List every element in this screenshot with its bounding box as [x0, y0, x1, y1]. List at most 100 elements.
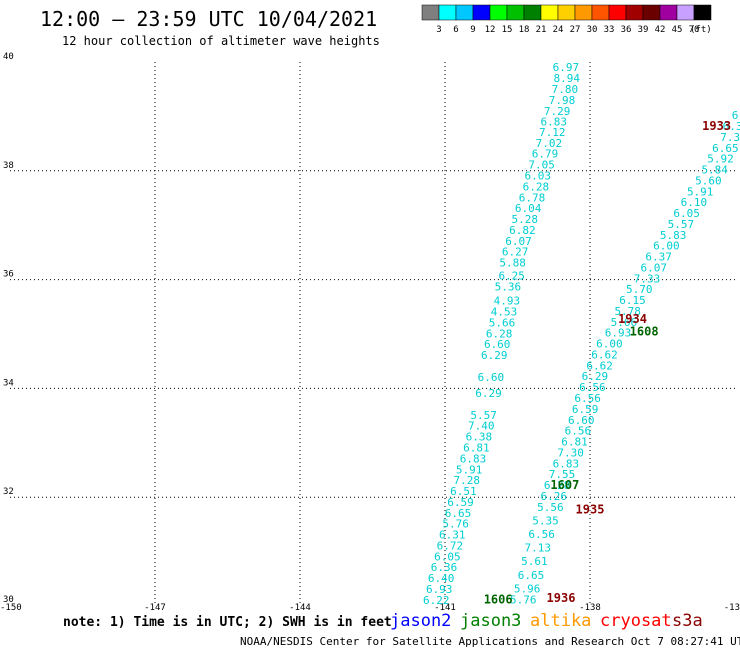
wave-height-value: 5.92	[707, 153, 734, 166]
wave-height-value: 6.25	[498, 270, 525, 283]
wave-height-value: 5.56	[537, 501, 564, 514]
colorbar-tick-label: 15	[502, 25, 513, 35]
wave-height-value: 6.00	[653, 240, 680, 253]
wave-height-value: 6.29	[475, 387, 502, 400]
wave-height-value: 6.62	[591, 348, 618, 361]
wave-height-value: 6.10	[681, 196, 708, 209]
x-tick-label: -13	[724, 603, 740, 613]
colorbar-tick-label: 36	[621, 25, 632, 35]
wave-height-value: 6.93	[605, 327, 632, 340]
wave-height-value: 6.56	[574, 392, 601, 405]
x-tick-label: -138	[579, 603, 601, 613]
wave-height-value: 7.02	[536, 137, 563, 150]
wave-height-value: 7.28	[454, 474, 481, 487]
pass-time-label: 1935	[576, 503, 605, 517]
wave-height-value: 6.03	[525, 170, 552, 183]
wave-height-value: 6.07	[505, 235, 532, 248]
colorbar-swatch	[523, 4, 542, 21]
wave-height-value: 6.15	[619, 294, 646, 307]
wave-height-value: 6.00	[596, 338, 623, 351]
wave-height-value: 6.72	[437, 539, 464, 552]
colorbar-swatch	[676, 4, 695, 21]
satellite-s3a: s3a	[672, 611, 703, 631]
wave-height-value: 6.65	[518, 569, 545, 582]
colorbar-swatch	[625, 4, 644, 21]
colorbar-swatch	[608, 4, 627, 21]
wave-height-value: 5.83	[660, 229, 687, 242]
wave-height-value: 7.29	[544, 105, 571, 118]
wave-height-value: 6.31	[439, 529, 466, 542]
colorbar-tick-label: 39	[638, 25, 649, 35]
colorbar-swatch	[591, 4, 610, 21]
colorbar-tick-label: 18	[519, 25, 530, 35]
pass-time-label: 1606	[484, 592, 513, 606]
wave-height-value: 8.94	[554, 72, 581, 85]
wave-height-value: 7.05	[528, 159, 555, 172]
wave-height-value: 5.60	[695, 174, 722, 187]
wave-height-value: 6.97	[553, 61, 580, 74]
colorbar-swatch	[472, 4, 491, 21]
wave-height-value: 6.81	[561, 436, 588, 449]
wave-height-value: 6.65	[445, 507, 472, 520]
wave-height-value: 7.30	[557, 446, 584, 459]
wave-height-value: 6.65	[712, 142, 739, 155]
chart-subtitle: 12 hour collection of altimeter wave hei…	[62, 34, 380, 48]
satellite-altika: altika	[530, 611, 591, 631]
x-tick-label: -147	[144, 603, 166, 613]
wave-height-value: 5.76	[442, 518, 469, 531]
wave-height-value: 6.83	[553, 457, 580, 470]
colorbar-swatch	[421, 4, 440, 21]
pass-time-label: 1934	[618, 312, 647, 326]
wave-height-value: 5.35	[532, 514, 559, 527]
wave-height-value: 5.78	[614, 305, 641, 318]
wave-height-value: 6.05	[673, 207, 700, 220]
colorbar-tick-label: 21	[536, 25, 547, 35]
colorbar-swatch	[557, 4, 576, 21]
pass-time-label: 1933	[702, 119, 731, 133]
wave-height-value: 5.66	[611, 316, 638, 329]
wave-height-value: 6.56	[565, 425, 592, 438]
wave-height-value: 6.27	[502, 246, 529, 259]
wave-height-value: 6.51	[450, 485, 477, 498]
satellite-jason2: jason2	[390, 611, 451, 631]
satellite-legend: jason2 jason3 altika cryosat s3a	[390, 611, 703, 631]
wave-height-value: 7.40	[468, 420, 495, 433]
colorbar-swatch	[693, 4, 712, 21]
wave-height-value: 6.05	[434, 550, 461, 563]
wave-height-value: 6.26	[541, 490, 568, 503]
y-tick-label: 40	[3, 52, 14, 62]
wave-height-value: 4.93	[494, 295, 521, 308]
y-tick-label: 30	[3, 595, 14, 605]
wave-height-value: 6.36	[431, 561, 458, 574]
wave-height-value: 6.78	[519, 191, 546, 204]
wave-height-value: 7.98	[549, 94, 576, 107]
colorbar-swatch	[506, 4, 525, 21]
colorbar-swatch	[489, 4, 508, 21]
axes: 30 32 34 36 38 40 -150 -147 -144 -141 -138 -13	[0, 52, 740, 613]
colorbar-tick-label: 33	[604, 25, 615, 35]
wave-height-value: 7.80	[552, 83, 579, 96]
colorbar-tick-label: 45	[672, 25, 683, 35]
wave-height-value: 6.60	[484, 338, 511, 351]
wave-height-value: 5.57	[668, 218, 695, 231]
wave-height-value: 5.66	[489, 316, 516, 329]
wave-height-value: 7.3	[720, 131, 740, 144]
wave-height-value: 6.83	[460, 452, 487, 465]
colorbar-tick-label: 3	[436, 25, 441, 35]
wave-height-value: 6.59	[447, 496, 474, 509]
wave-height-value: 6.07	[641, 261, 668, 274]
wave-height-value: 6.79	[532, 148, 559, 161]
wave-height-value: 6.28	[486, 327, 513, 340]
colorbar-swatch	[540, 4, 559, 21]
colorbar-tick-label: 6	[453, 25, 458, 35]
colorbar-tick-label: 9	[470, 25, 475, 35]
colorbar-tick-label: 24	[553, 25, 564, 35]
colorbar-tick-label: 12	[485, 25, 496, 35]
wave-height-value: 6.62	[586, 359, 613, 372]
wave-height-points: 6.978.947.807.987.296.837.127.026.797.05…	[423, 61, 740, 607]
pass-time-label: 1607	[550, 478, 579, 492]
wave-height-value: 6.60	[568, 414, 595, 427]
wave-height-value: 6.38	[466, 431, 493, 444]
wave-height-value: 6.29	[582, 370, 609, 383]
